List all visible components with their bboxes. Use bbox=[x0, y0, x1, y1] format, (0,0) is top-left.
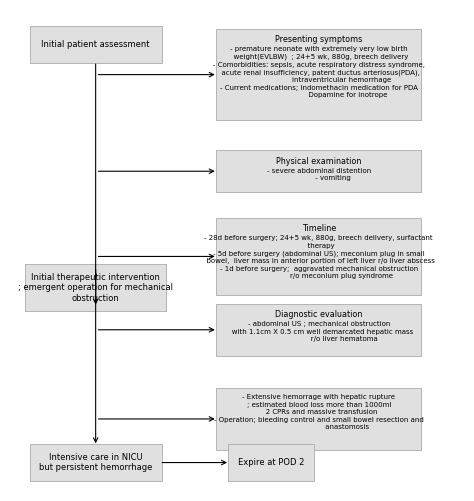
FancyBboxPatch shape bbox=[228, 444, 314, 481]
Text: Initial patient assessment: Initial patient assessment bbox=[41, 41, 150, 50]
Text: Diagnostic evaluation: Diagnostic evaluation bbox=[275, 310, 363, 319]
Text: Expire at POD 2: Expire at POD 2 bbox=[238, 458, 304, 467]
FancyBboxPatch shape bbox=[216, 218, 421, 295]
FancyBboxPatch shape bbox=[216, 388, 421, 450]
Text: - Extensive hemorrage with hepatic rupture
; estimated blood loss more than 1000: - Extensive hemorrage with hepatic ruptu… bbox=[214, 394, 424, 430]
Text: - premature neonate with extremely very low birth
  weight(EVLBW)  ; 24+5 wk, 88: - premature neonate with extremely very … bbox=[213, 46, 425, 98]
Text: Physical examination: Physical examination bbox=[276, 157, 361, 166]
FancyBboxPatch shape bbox=[25, 264, 166, 311]
Text: Presenting symptoms: Presenting symptoms bbox=[275, 35, 362, 44]
FancyBboxPatch shape bbox=[216, 150, 421, 192]
Text: - abdominal US ; mechanical obstruction
   with 1.1cm X 0.5 cm well demarcated h: - abdominal US ; mechanical obstruction … bbox=[225, 321, 413, 342]
FancyBboxPatch shape bbox=[216, 304, 421, 356]
FancyBboxPatch shape bbox=[216, 29, 421, 120]
Text: Initial therapeutic intervention
; emergent operation for mechanical
obstruction: Initial therapeutic intervention ; emerg… bbox=[18, 273, 173, 303]
Text: - 28d before surgery; 24+5 wk, 880g, breech delivery, surfactant
  therapy
- 5d : - 28d before surgery; 24+5 wk, 880g, bre… bbox=[202, 235, 435, 280]
Text: Timeline: Timeline bbox=[301, 224, 336, 233]
Text: - severe abdominal distention
             - vomiting: - severe abdominal distention - vomiting bbox=[266, 167, 371, 181]
FancyBboxPatch shape bbox=[30, 27, 162, 64]
Text: Intensive care in NICU
but persistent hemorrhage: Intensive care in NICU but persistent he… bbox=[39, 453, 152, 472]
FancyBboxPatch shape bbox=[30, 444, 162, 481]
